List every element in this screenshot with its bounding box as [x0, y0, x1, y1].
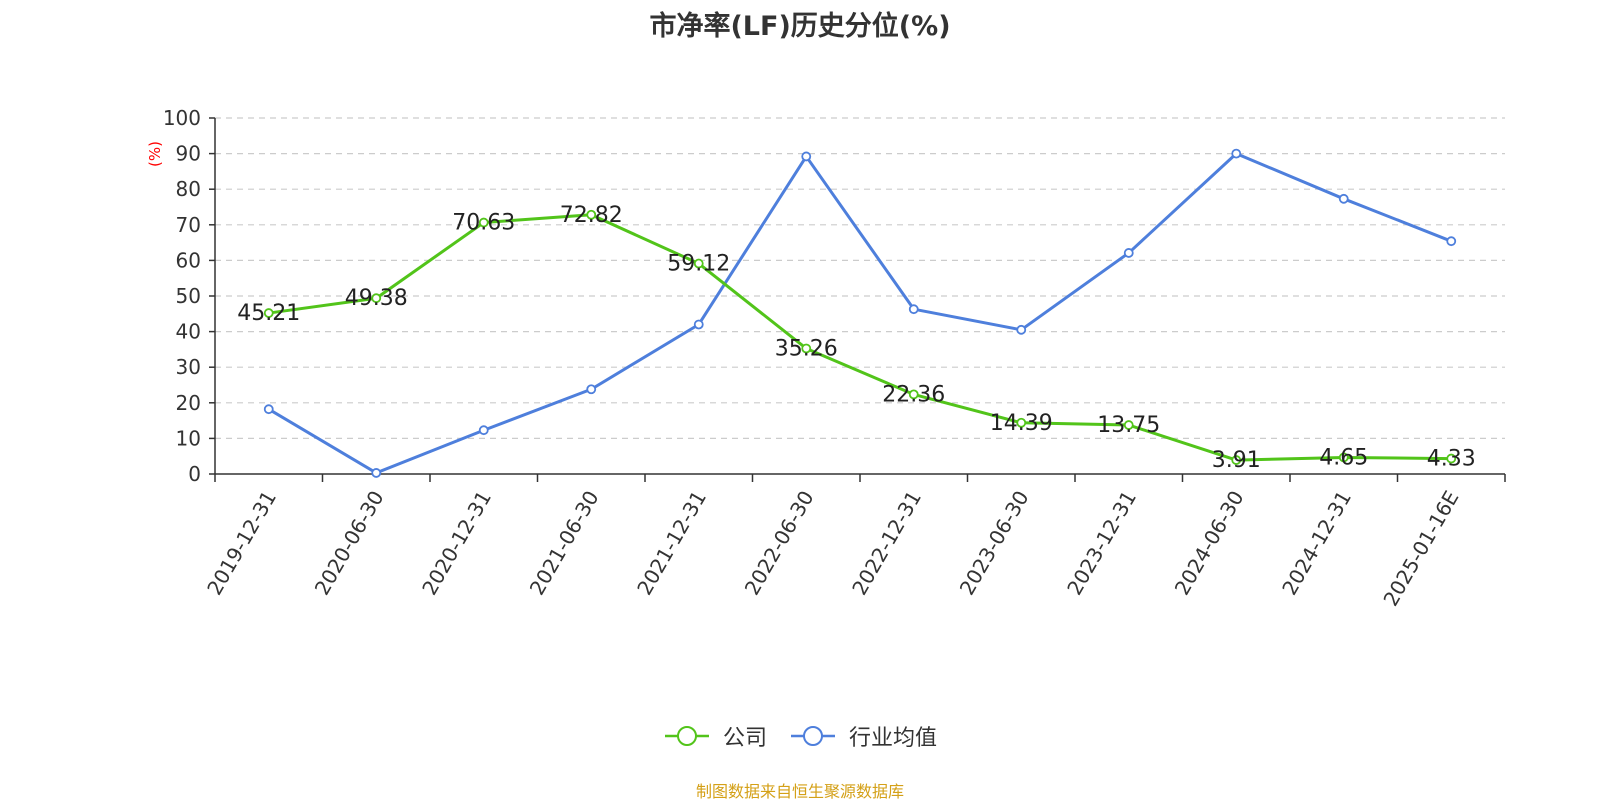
y-tick-label: 0	[188, 462, 201, 486]
data-point-company	[1446, 453, 1457, 464]
legend-label-company: 公司	[722, 726, 767, 751]
data-label-company: 22.36	[882, 382, 945, 407]
legend-marker-industry-icon	[791, 726, 835, 746]
x-tick-label: 2024-12-31	[1277, 487, 1356, 600]
data-label-company: 59.12	[667, 252, 730, 277]
data-point-company	[263, 308, 274, 318]
data-label-company: 72.82	[560, 203, 623, 228]
data-point-company	[1123, 420, 1134, 430]
x-tick-label: 2021-06-30	[525, 487, 604, 600]
x-tick-label: 2021-12-31	[632, 487, 711, 600]
data-label-company: 35.26	[775, 336, 838, 361]
data-labels: 45.21 49.38 70.63 72.82 59.12 35.26 22.36 14.39…	[237, 203, 1475, 473]
line-chart: 0 10 20 30 40 50 60 70 80 90 100 2019-12-31 2020-06-…	[146, 106, 1506, 611]
data-point-company	[801, 343, 812, 354]
chart-title: 市净率(LF)历史分位(%)	[649, 11, 951, 42]
y-axis-label: (%)	[146, 141, 164, 167]
data-point-industry-avg	[1446, 236, 1457, 247]
data-point-company	[1338, 452, 1349, 463]
data-point-industry-avg	[586, 384, 597, 395]
x-tick-label: 2023-06-30	[955, 487, 1034, 600]
data-label-company: 70.63	[452, 211, 515, 236]
legend-item-company[interactable]: 公司	[663, 720, 767, 752]
x-tick-label: 2025-01-16E	[1378, 487, 1463, 611]
legend-label-industry-avg: 行业均值	[849, 726, 938, 751]
series-line-company	[268, 213, 1452, 462]
data-point-industry-avg	[693, 319, 704, 330]
data-point-industry-avg	[801, 151, 812, 162]
y-tick-label: 90	[176, 142, 201, 166]
data-point-company	[478, 217, 489, 228]
legend-item-industry-avg[interactable]: 行业均值	[789, 720, 937, 752]
data-label-company: 13.75	[1097, 413, 1160, 438]
legend-marker-company-icon	[664, 726, 709, 746]
series-line-industry-avg	[267, 152, 1452, 475]
y-tick-label: 20	[176, 391, 201, 415]
grid-lines	[215, 117, 1505, 439]
data-point-industry-avg	[478, 425, 489, 436]
y-tick-label: 50	[176, 284, 201, 308]
data-point-company	[586, 209, 597, 220]
data-point-industry-avg	[1231, 148, 1242, 159]
data-label-company: 3.91	[1212, 448, 1261, 473]
data-label-company: 49.38	[345, 286, 408, 311]
data-point-company	[693, 258, 704, 269]
data-label-company: 4.65	[1319, 445, 1368, 470]
legend: 公司 行业均值	[0, 720, 1600, 752]
x-tick-label: 2022-12-31	[847, 487, 926, 600]
data-point-company	[908, 389, 919, 400]
x-tick-label: 2020-06-30	[310, 487, 389, 600]
x-tick-label: 2019-12-31	[202, 487, 281, 600]
series-lines	[263, 148, 1457, 478]
x-tick-label: 2022-06-30	[740, 487, 819, 600]
data-point-industry-avg	[908, 304, 919, 315]
data-label-company: 14.39	[990, 411, 1053, 436]
y-tick-label: 10	[176, 426, 201, 450]
data-point-company	[371, 293, 382, 304]
y-tick-label: 70	[176, 213, 201, 237]
data-point-industry-avg	[1338, 193, 1349, 204]
y-tick-label: 60	[176, 248, 201, 272]
data-point-industry-avg	[371, 468, 382, 478]
x-tick-label: 2023-12-31	[1062, 487, 1141, 600]
y-tick-label: 30	[176, 355, 201, 379]
y-tick-label: 100	[163, 106, 201, 130]
data-point-industry-avg	[1016, 324, 1027, 335]
data-label-company: 45.21	[237, 301, 300, 326]
y-tick-label: 80	[176, 177, 201, 201]
data-point-company	[1016, 417, 1027, 428]
x-tick-label: 2020-12-31	[417, 487, 496, 600]
data-label-company: 4.33	[1427, 447, 1476, 472]
data-point-industry-avg	[263, 404, 274, 415]
data-point-industry-avg	[1123, 248, 1134, 258]
y-tick-label: 40	[176, 320, 201, 344]
data-point-company	[1231, 455, 1242, 465]
x-tick-label: 2024-06-30	[1170, 487, 1249, 600]
data-source-note: 制图数据来自恒生聚源数据库	[695, 782, 904, 801]
